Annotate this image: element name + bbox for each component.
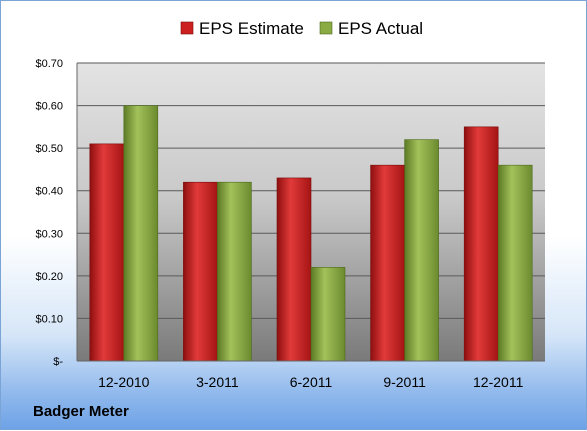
x-tick-label: 12-2011	[473, 374, 524, 390]
legend-label-actual: EPS Actual	[338, 19, 423, 38]
x-tick-label: 6-2011	[290, 374, 333, 390]
bar-eps-actual	[217, 181, 252, 362]
bar-eps-estimate	[89, 143, 125, 362]
legend-label-estimate: EPS Estimate	[199, 19, 304, 38]
bar-eps-actual	[123, 105, 159, 362]
y-tick-label: $0.20	[35, 271, 63, 283]
company-name: Badger Meter	[33, 403, 129, 420]
y-tick-label: $0.10	[35, 313, 63, 325]
bar-eps-estimate	[276, 177, 312, 362]
x-tick-label: 12-2010	[98, 374, 150, 390]
bar-eps-estimate	[463, 126, 499, 362]
bars	[89, 105, 533, 362]
bar-eps-actual	[404, 139, 439, 362]
axes: $- $0.10 $0.20 $0.30 $0.40 $0.50 $0.60 $0.70 12-…	[35, 58, 545, 390]
y-tick-label: $0.50	[35, 143, 63, 155]
x-tick-label: 3-2011	[196, 374, 239, 390]
legend-swatch-actual	[319, 21, 333, 35]
bar-eps-actual	[310, 267, 346, 362]
bar-eps-estimate	[370, 164, 405, 362]
x-tick-label: 9-2011	[383, 374, 426, 390]
y-tick-label: $0.60	[35, 101, 63, 113]
bar-eps-estimate	[183, 181, 218, 362]
y-tick-label: $0.40	[35, 186, 63, 198]
legend-swatch-estimate	[180, 21, 194, 35]
y-tick-label: $0.70	[35, 58, 63, 70]
legend: EPS Estimate EPS Actual	[180, 19, 423, 38]
bar-eps-actual	[497, 164, 533, 362]
y-tick-label: $0.30	[35, 228, 63, 240]
y-tick-label: $-	[53, 356, 63, 368]
